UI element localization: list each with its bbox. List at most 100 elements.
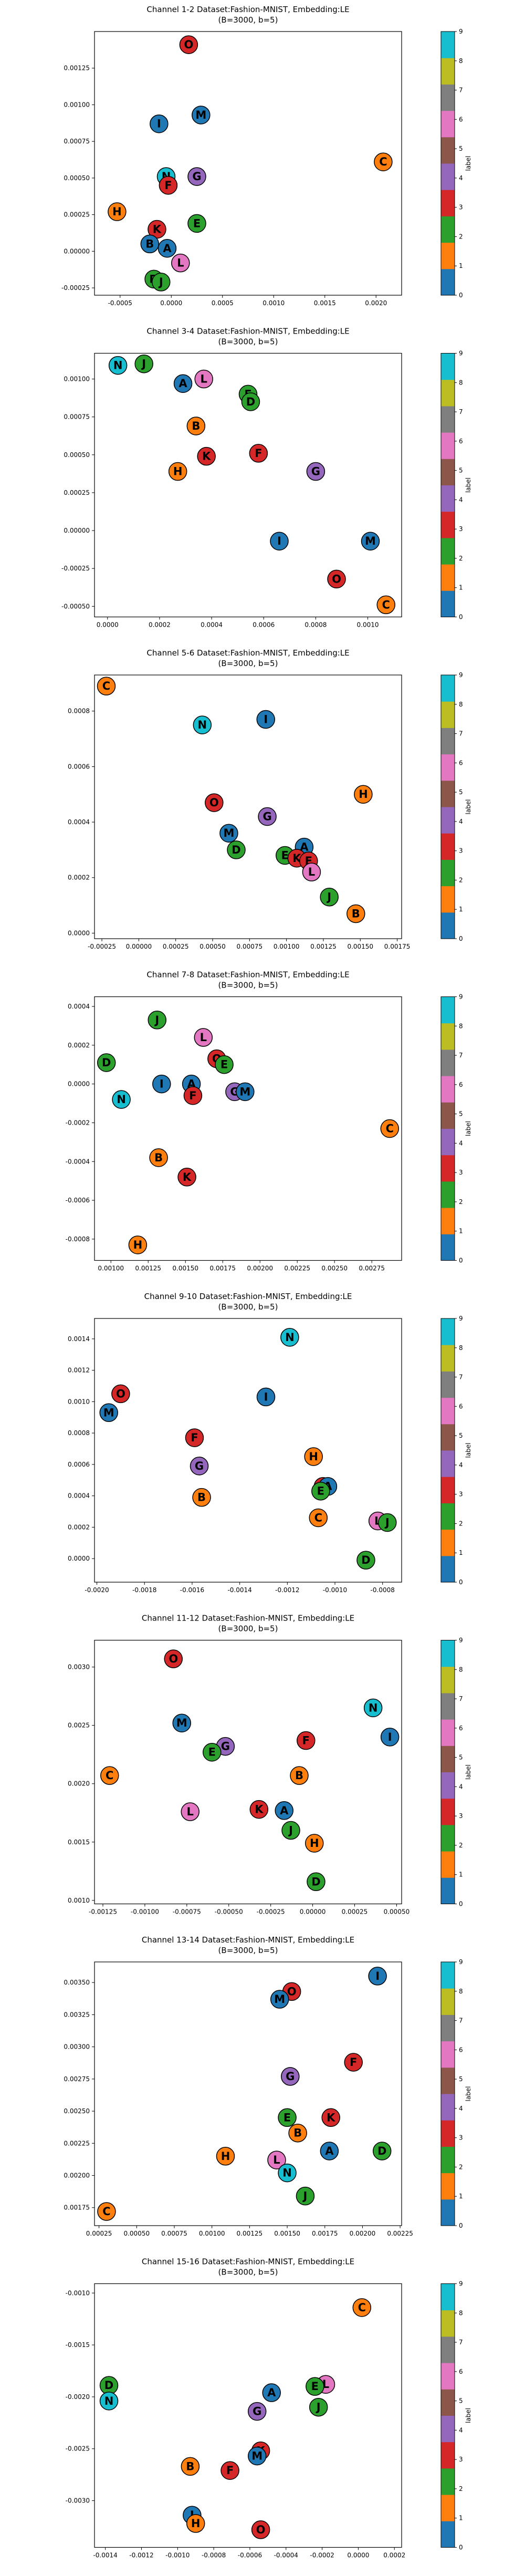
point-label: K	[202, 450, 211, 463]
point-marker	[190, 1457, 209, 1476]
data-point-M: M	[236, 1082, 255, 1102]
data-point-C: C	[309, 1508, 328, 1528]
data-point-H: H	[128, 1235, 148, 1254]
y-tick-label: 0.00325	[64, 2011, 90, 2018]
colorbar-tick-label: 2	[459, 2485, 463, 2492]
y-tick-label: 0.0010	[68, 1897, 90, 1904]
point-marker	[100, 1766, 119, 1785]
x-tick-label: 0.00100	[274, 943, 300, 950]
data-point-O: O	[111, 1384, 130, 1404]
y-tick-label: 0.0008	[68, 1429, 90, 1437]
chart-panel-7: Channel 13-14 Dataset:Fashion-MNIST, Emb…	[64, 1935, 472, 2237]
colorbar-segment	[441, 2094, 455, 2121]
colorbar-segment	[441, 216, 455, 243]
point-marker	[99, 1403, 118, 1422]
point-marker	[236, 1082, 255, 1102]
point-label: C	[102, 2205, 110, 2218]
x-tick-label: -0.0005	[108, 299, 132, 307]
colorbar-tick-label: 5	[459, 467, 463, 474]
data-point-K: K	[197, 446, 216, 466]
colorbar-segment	[441, 353, 455, 380]
point-marker	[251, 2520, 270, 2539]
colorbar: 0 1 2 3 4 5 6 7 8 9 label	[440, 1315, 472, 1586]
colorbar: 0 1 2 3 4 5 6 7 8 9 label	[440, 28, 472, 299]
y-tick-label: 0.0000	[68, 1555, 90, 1562]
point-label: B	[186, 2460, 194, 2473]
colorbar-tick-label: 7	[459, 1695, 463, 1702]
y-tick-label: 0.00300	[64, 2043, 90, 2051]
colorbar-segment	[441, 2146, 455, 2174]
colorbar-tick-label: 0	[459, 1578, 463, 1586]
data-point-I: I	[368, 1967, 387, 1986]
point-label: M	[251, 2450, 262, 2463]
x-tick-label: -0.0006	[238, 2552, 262, 2559]
point-marker	[320, 2142, 339, 2160]
data-point-D: D	[241, 392, 260, 411]
colorbar-tick-label: 0	[459, 2222, 463, 2229]
data-point-E: E	[306, 2377, 324, 2396]
x-tick-label: 0.0010	[357, 621, 379, 629]
point-marker	[194, 369, 213, 389]
point-label: E	[317, 1485, 324, 1498]
point-label: A	[267, 2386, 276, 2399]
colorbar-tick-label: 8	[459, 1988, 463, 1995]
point-label: G	[311, 465, 320, 478]
colorbar-frame	[440, 1961, 455, 2226]
colorbar-tick-label: 9	[459, 1958, 463, 1966]
point-label: C	[358, 2301, 366, 2314]
point-label: I	[277, 535, 281, 547]
colorbar-segment	[441, 675, 455, 702]
point-marker	[197, 446, 216, 466]
point-label: G	[192, 170, 201, 183]
colorbar-segment	[441, 1023, 455, 1050]
data-point-E: E	[311, 1481, 330, 1501]
point-label: H	[191, 2517, 201, 2530]
colorbar-segment	[441, 1824, 455, 1852]
chart-panel-6: Channel 11-12 Dataset:Fashion-MNIST, Emb…	[68, 1614, 472, 1916]
point-label: E	[284, 2111, 291, 2124]
colorbar-segment	[441, 1181, 455, 1208]
colorbar-segment	[441, 1988, 455, 2015]
colorbar-tick-label: 3	[459, 2456, 463, 2463]
data-point-D: D	[227, 840, 246, 859]
y-tick-label: 0.00175	[64, 2204, 90, 2211]
point-marker	[152, 1074, 171, 1094]
point-label: K	[255, 1803, 264, 1816]
data-point-A: A	[275, 1801, 293, 1820]
point-label: I	[388, 1731, 392, 1743]
y-tick-label: 0.0025	[68, 1722, 90, 1729]
colorbar-segment	[441, 886, 455, 913]
point-label: A	[178, 377, 187, 390]
colorbar-tick-label: 4	[459, 1139, 463, 1147]
point-marker	[108, 202, 127, 221]
data-point-J: J	[281, 1821, 300, 1840]
colorbar-segment	[441, 590, 455, 617]
point-label: E	[281, 849, 289, 861]
colorbar-segment	[441, 1450, 455, 1477]
colorbar-segment	[441, 728, 455, 755]
x-tick-label: -0.0002	[310, 2552, 334, 2559]
colorbar-segment	[441, 1692, 455, 1720]
data-point-K: K	[321, 2108, 340, 2127]
colorbar-segment	[441, 2442, 455, 2469]
point-marker	[192, 1488, 211, 1507]
y-tick-label: 0.00100	[64, 101, 90, 108]
colorbar-tick-label: 0	[459, 292, 463, 299]
data-point-G: G	[187, 167, 206, 186]
colorbar-segment	[441, 1128, 455, 1156]
point-marker	[363, 1698, 383, 1718]
point-label: L	[308, 866, 315, 878]
x-tick-label: -0.0014	[227, 1586, 251, 1594]
colorbar-tick-label: 0	[459, 2544, 463, 2551]
chart-panel-4: Channel 7-8 Dataset:Fashion-MNIST, Embed…	[66, 970, 472, 1272]
colorbar-tick-label: 3	[459, 1491, 463, 1498]
data-point-J: J	[320, 887, 339, 907]
point-marker	[262, 2383, 281, 2402]
x-tick-label: 0.00025	[163, 943, 189, 950]
point-label: O	[332, 573, 341, 585]
colorbar-segment	[441, 807, 455, 834]
colorbar-segment	[441, 1477, 455, 1503]
plot-area	[94, 1318, 402, 1583]
point-marker	[321, 2108, 340, 2127]
x-tick-label: 0.00125	[237, 2230, 263, 2237]
